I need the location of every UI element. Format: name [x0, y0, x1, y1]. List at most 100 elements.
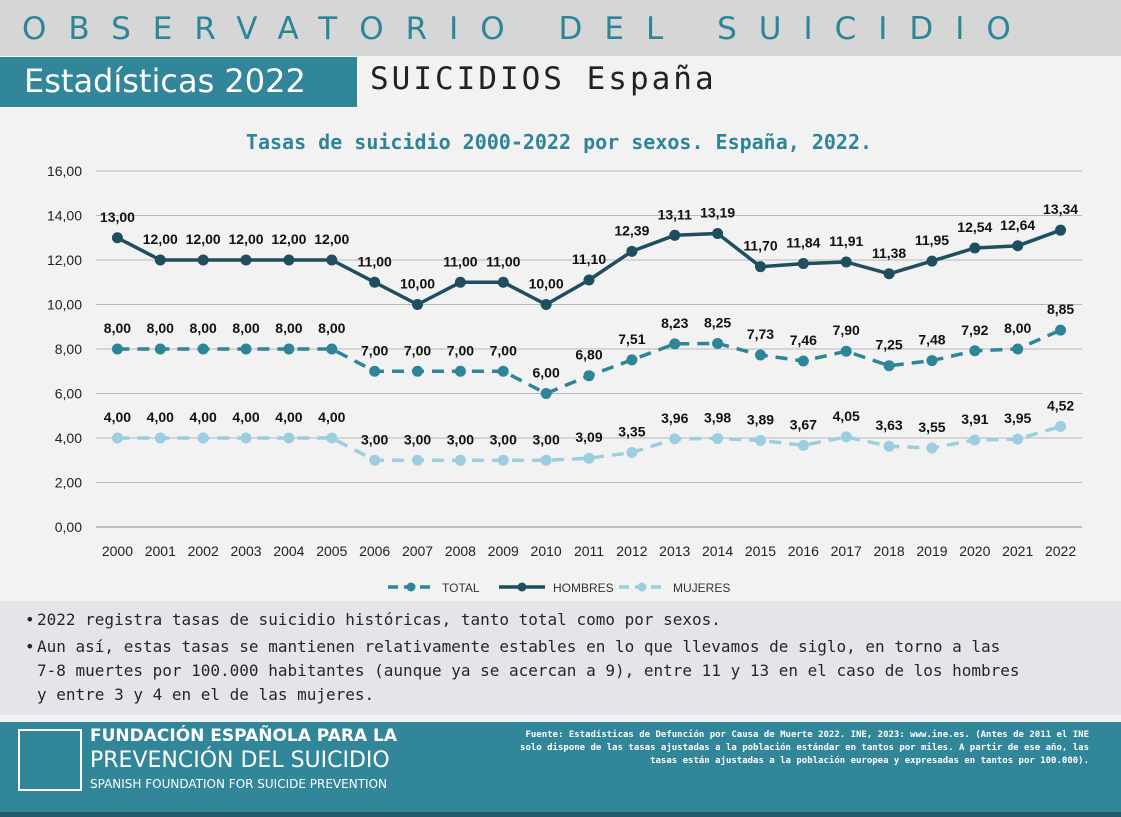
data-point: [412, 299, 424, 310]
data-label: 11,84: [786, 235, 820, 251]
y-tick-label: 6,00: [55, 386, 82, 402]
data-point: [840, 431, 852, 443]
data-label: 4,00: [190, 409, 217, 425]
data-point: [883, 268, 895, 280]
data-point: [369, 276, 381, 288]
data-point: [454, 276, 466, 288]
x-tick-label: 2008: [445, 543, 476, 559]
note-2: • Aun así, estas tasas se mantienen relat…: [25, 637, 1001, 656]
data-label: 11,70: [743, 238, 777, 254]
data-point: [754, 434, 766, 446]
legend-marker: [517, 582, 527, 592]
note-2-line-1: Aun así, estas tasas se mantienen relati…: [37, 637, 1001, 656]
data-label: 11,00: [358, 253, 392, 269]
data-label: 7,48: [918, 332, 945, 348]
data-label: 7,00: [490, 342, 517, 358]
data-point: [712, 432, 724, 444]
x-tick-label: 2001: [145, 543, 176, 559]
data-point: [412, 365, 424, 377]
badge-text: Estadísticas 2022: [24, 62, 306, 100]
x-tick-label: 2013: [659, 543, 690, 559]
suicide-rate-chart: Tasas de suicidio 2000-2022 por sexos. E…: [47, 130, 1082, 595]
y-tick-label: 10,00: [47, 297, 82, 313]
data-point: [369, 454, 381, 466]
y-tick-label: 16,00: [47, 163, 82, 179]
data-point: [540, 388, 552, 399]
data-point: [926, 442, 938, 454]
data-label: 3,98: [704, 409, 731, 425]
data-point: [1055, 224, 1067, 236]
data-point: [754, 261, 766, 273]
data-point: [883, 440, 895, 452]
observatory-title: OBSERVATORIO DEL SUICIDIO: [22, 11, 1033, 47]
data-label: 3,91: [961, 411, 988, 427]
data-label: 4,00: [104, 409, 131, 425]
x-tick-label: 2010: [531, 543, 562, 559]
data-point: [669, 338, 681, 350]
data-point: [497, 454, 509, 466]
data-point: [712, 228, 724, 240]
source-line-2: solo dispone de las tasas ajustadas a la…: [520, 743, 1089, 753]
bottom-rule: [0, 812, 1121, 817]
data-label: 12,00: [143, 231, 178, 247]
data-label: 12,54: [957, 219, 992, 235]
x-tick-label: 2007: [402, 543, 433, 559]
data-label: 11,00: [486, 253, 520, 269]
footer: FUNDACIÓN ESPAÑOLA PARA LA PREVENCIÓN DE…: [0, 722, 1121, 817]
data-label: 10,00: [529, 276, 564, 292]
data-point: [969, 242, 981, 254]
x-tick-label: 2000: [102, 543, 133, 559]
data-label: 4,00: [232, 409, 259, 425]
data-label: 3,89: [747, 411, 774, 427]
data-point: [1012, 433, 1024, 445]
logo-line-3: SPANISH FOUNDATION FOR SUICIDE PREVENTIO…: [90, 777, 387, 791]
source-line-1: Fuente: Estadísticas de Defunción por Ca…: [525, 730, 1089, 740]
data-point: [326, 432, 338, 444]
x-tick-label: 2016: [788, 543, 819, 559]
data-point: [154, 343, 166, 355]
data-point: [1055, 324, 1067, 336]
data-point: [626, 245, 638, 257]
legend-marker: [637, 582, 647, 592]
foundation-logo-icon: [18, 729, 82, 791]
data-point: [497, 365, 509, 377]
x-tick-label: 2018: [874, 543, 905, 559]
data-label: 11,38: [872, 245, 906, 261]
data-label: 3,00: [404, 431, 431, 447]
y-tick-label: 0,00: [55, 519, 82, 535]
data-point: [326, 343, 338, 355]
data-point: [412, 454, 424, 466]
x-tick-label: 2009: [488, 543, 519, 559]
note-2-line-2: 7-8 muertes por 100.000 habitantes (aunq…: [37, 661, 1020, 680]
data-label: 12,00: [186, 231, 221, 247]
data-label: 13,11: [658, 206, 692, 222]
data-label: 12,64: [1000, 217, 1035, 233]
x-tick-label: 2011: [574, 543, 604, 559]
x-tick-label: 2005: [316, 543, 347, 559]
data-label: 8,00: [232, 320, 259, 336]
data-label: 3,55: [918, 419, 945, 435]
data-point: [454, 454, 466, 466]
data-point: [240, 432, 252, 444]
data-label: 7,51: [618, 331, 645, 347]
data-point: [1055, 420, 1067, 432]
y-tick-label: 4,00: [55, 430, 82, 446]
data-point: [111, 432, 123, 444]
data-label: 13,34: [1043, 201, 1078, 217]
x-tick-label: 2019: [916, 543, 947, 559]
x-tick-label: 2017: [831, 543, 862, 559]
data-label: 11,10: [572, 251, 606, 267]
data-label: 3,00: [447, 431, 474, 447]
y-tick-label: 14,00: [47, 208, 82, 224]
data-point: [283, 432, 295, 444]
data-label: 8,25: [704, 314, 731, 330]
data-point: [283, 254, 295, 266]
x-tick-label: 2003: [230, 543, 261, 559]
data-label: 7,00: [447, 342, 474, 358]
data-point: [583, 274, 595, 286]
data-label: 4,05: [833, 408, 860, 424]
data-point: [840, 345, 852, 357]
data-label: 7,73: [747, 326, 774, 342]
data-label: 7,90: [833, 322, 860, 338]
data-point: [369, 365, 381, 377]
